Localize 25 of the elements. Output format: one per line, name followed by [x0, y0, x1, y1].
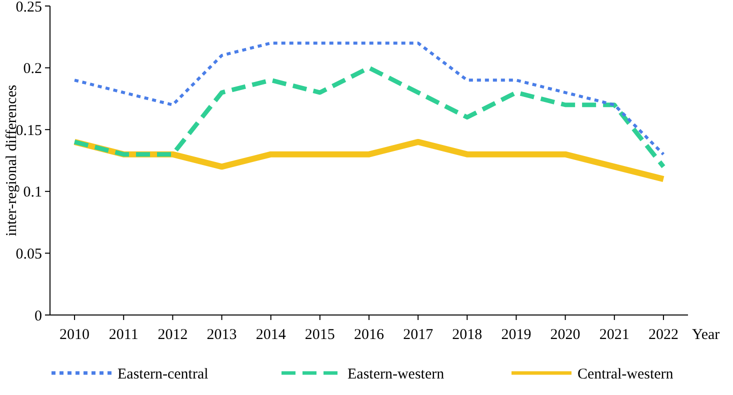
- x-tick-label: 2012: [158, 327, 188, 343]
- x-tick-label: 2019: [501, 327, 532, 343]
- legend-label: Central-western: [578, 366, 674, 382]
- x-tick-label: 2010: [60, 327, 90, 343]
- x-tick-label: 2022: [648, 327, 678, 343]
- y-tick-label: 0.2: [23, 61, 42, 78]
- line-series: [73, 42, 665, 156]
- x-tick-label: 2014: [256, 327, 286, 343]
- x-tick-label: 2016: [354, 327, 384, 343]
- x-tick-label: 2013: [206, 327, 237, 343]
- x-tick-label: 2021: [599, 327, 630, 343]
- line-series: [72, 66, 666, 169]
- x-tick-label: 2011: [108, 327, 138, 343]
- y-tick-label: 0: [34, 308, 42, 324]
- x-axis-title: Year: [692, 327, 720, 343]
- legend-label: Eastern-western: [348, 366, 445, 382]
- y-tick-label: 0.15: [16, 122, 42, 139]
- legend-label: Eastern-central: [118, 366, 208, 382]
- y-tick-label: 0.05: [16, 246, 42, 262]
- x-tick-label: 2017: [403, 327, 434, 343]
- x-tick-label: 2015: [304, 327, 335, 343]
- x-tick-label: 2020: [550, 327, 580, 343]
- y-tick-label: 0.25: [16, 0, 42, 16]
- y-tick-label: 0.1: [23, 184, 42, 201]
- x-tick-label: 2018: [452, 327, 482, 343]
